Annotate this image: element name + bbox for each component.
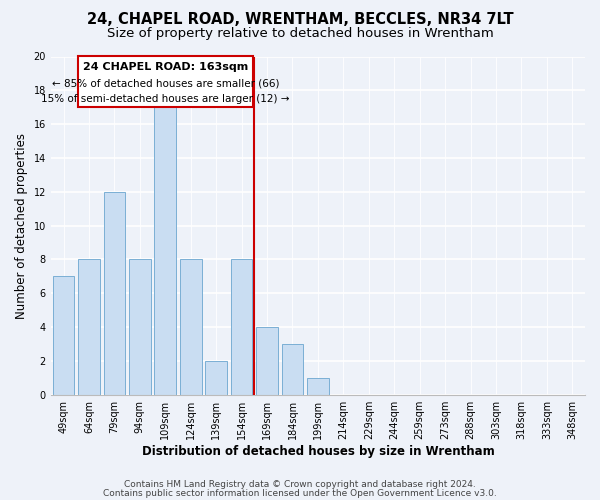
Text: Size of property relative to detached houses in Wrentham: Size of property relative to detached ho… (107, 28, 493, 40)
Y-axis label: Number of detached properties: Number of detached properties (15, 132, 28, 318)
Text: 24, CHAPEL ROAD, WRENTHAM, BECCLES, NR34 7LT: 24, CHAPEL ROAD, WRENTHAM, BECCLES, NR34… (86, 12, 514, 28)
Text: 15% of semi-detached houses are larger (12) →: 15% of semi-detached houses are larger (… (41, 94, 290, 104)
X-axis label: Distribution of detached houses by size in Wrentham: Distribution of detached houses by size … (142, 444, 494, 458)
Bar (78, 260, 100, 394)
Bar (53, 276, 74, 394)
Bar (205, 361, 227, 394)
Bar (180, 260, 202, 394)
Bar (154, 107, 176, 395)
Text: 24 CHAPEL ROAD: 163sqm: 24 CHAPEL ROAD: 163sqm (83, 62, 248, 72)
FancyBboxPatch shape (77, 56, 253, 107)
Bar (307, 378, 329, 394)
Bar (281, 344, 303, 395)
Text: ← 85% of detached houses are smaller (66): ← 85% of detached houses are smaller (66… (52, 78, 279, 88)
Bar (231, 260, 253, 394)
Bar (104, 192, 125, 394)
Text: Contains public sector information licensed under the Open Government Licence v3: Contains public sector information licen… (103, 488, 497, 498)
Text: Contains HM Land Registry data © Crown copyright and database right 2024.: Contains HM Land Registry data © Crown c… (124, 480, 476, 489)
Bar (256, 327, 278, 394)
Bar (129, 260, 151, 394)
